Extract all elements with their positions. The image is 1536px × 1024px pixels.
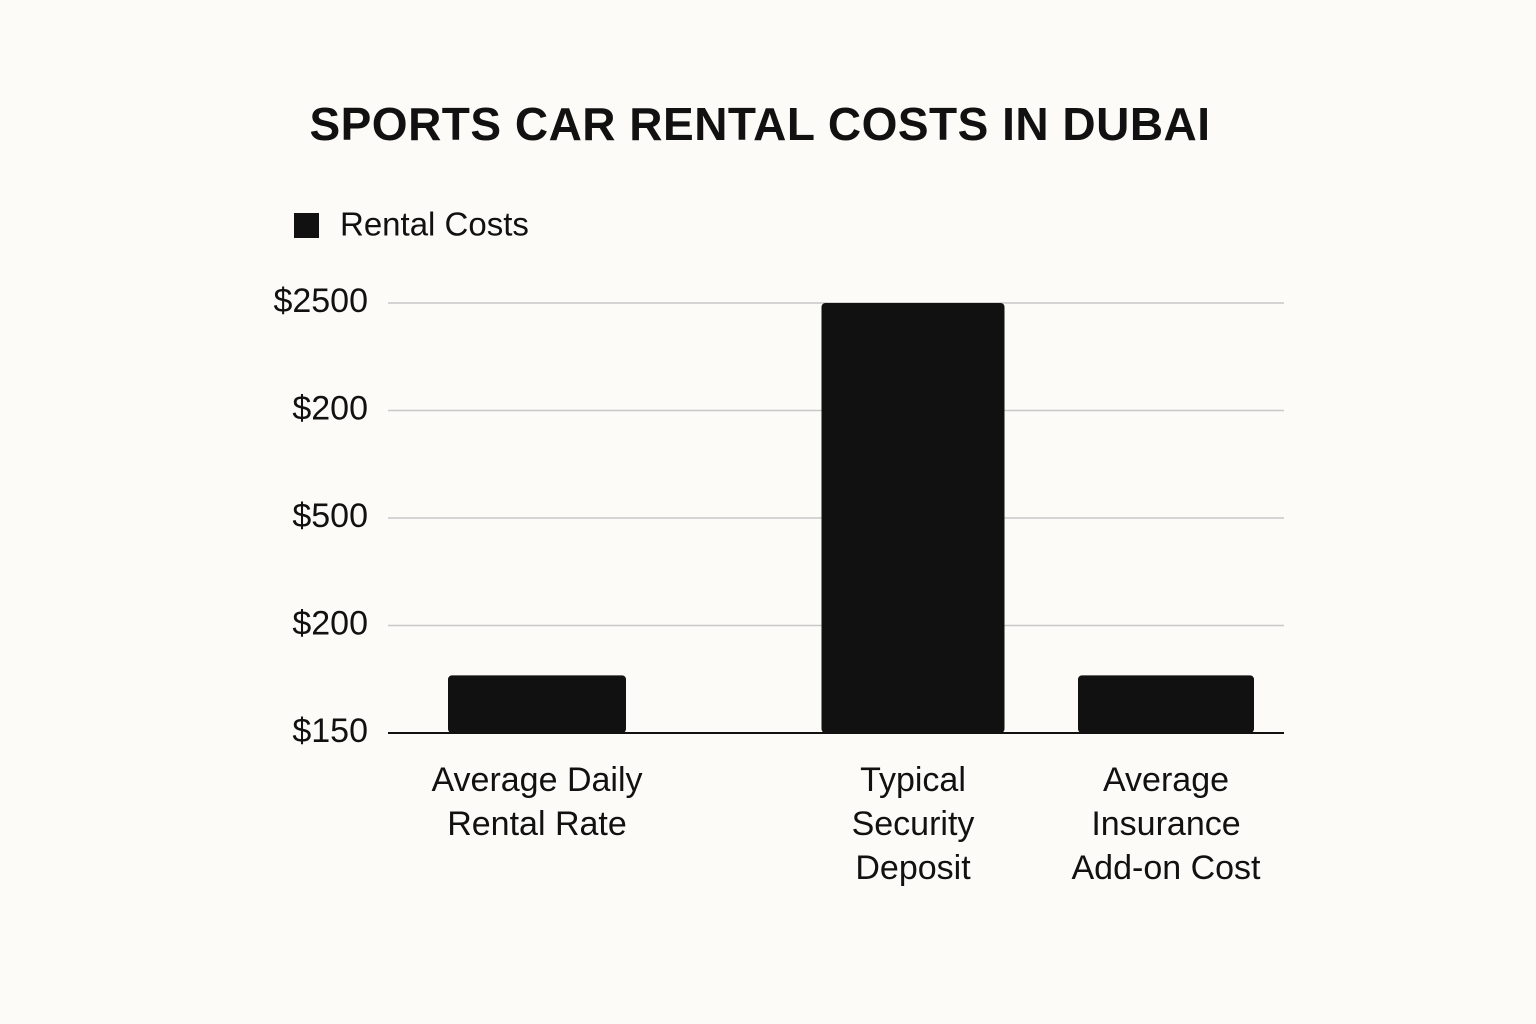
chart-title: SPORTS CAR RENTAL COSTS IN DUBAI (309, 98, 1210, 150)
y-tick-label: $200 (292, 389, 368, 427)
y-tick-label: $500 (292, 497, 368, 535)
y-tick-label: $200 (292, 604, 368, 642)
x-tick-label: Average Insurance Add-on Cost (1071, 761, 1261, 887)
bar (821, 303, 1005, 733)
legend-swatch (294, 213, 319, 238)
y-tick-label: $2500 (273, 282, 368, 320)
x-tick-label: Typical Security Deposit (851, 761, 975, 887)
bar (1078, 675, 1254, 733)
bar (448, 675, 626, 733)
x-tick-label: Average Daily Rental Rate (431, 761, 643, 843)
y-tick-label: $150 (292, 712, 368, 750)
legend-label: Rental Costs (340, 206, 529, 243)
